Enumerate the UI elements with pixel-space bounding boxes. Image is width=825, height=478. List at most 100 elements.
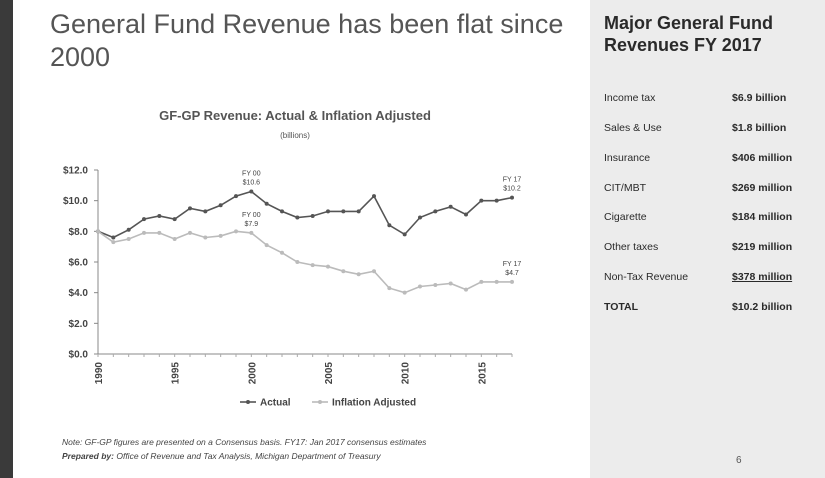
revenue-row: Income tax $6.9 billion (604, 92, 814, 110)
data-annotation: FY 00 (242, 212, 261, 219)
data-point (157, 214, 162, 218)
data-point (126, 227, 131, 232)
left-accent-bar (0, 0, 13, 478)
data-point (356, 272, 361, 277)
data-point (510, 279, 514, 284)
data-point (479, 279, 484, 284)
data-point (387, 286, 392, 291)
data-point (280, 209, 284, 214)
revenue-value: $269 million (732, 182, 793, 194)
data-annotation: FY 17 (503, 261, 522, 268)
revenue-value: $378 million (732, 271, 793, 283)
revenue-value: $219 million (732, 241, 793, 253)
data-point (494, 198, 499, 203)
revenue-label: Sales & Use (604, 122, 662, 134)
revenue-value: $184 million (732, 211, 793, 223)
data-point (172, 217, 177, 222)
data-point (402, 290, 407, 295)
y-tick-label: $8.0 (69, 227, 89, 238)
data-point (310, 214, 315, 218)
data-point (111, 240, 116, 245)
revenue-row: Cigarette $184 million (604, 211, 814, 229)
data-point (510, 195, 514, 200)
data-point (341, 209, 346, 214)
revenue-row: Sales & Use $1.8 billion (604, 122, 814, 140)
y-tick-label: $4.0 (69, 288, 89, 299)
revenue-row: Insurance $406 million (604, 152, 814, 170)
data-point (264, 201, 269, 206)
x-tick-label: 2000 (247, 362, 258, 385)
data-point (172, 237, 177, 241)
data-point (126, 237, 131, 241)
y-tick-label: $12.0 (63, 166, 88, 177)
data-point (295, 215, 300, 220)
series-line (97, 230, 512, 294)
revenue-row: CIT/MBT $269 million (604, 182, 814, 200)
data-point (372, 194, 376, 199)
data-point (418, 215, 422, 220)
page-number: 6 (736, 455, 742, 466)
data-point (203, 209, 208, 214)
data-annotation: $7.9 (245, 221, 259, 228)
slide-title: General Fund Revenue has been flat since… (50, 9, 564, 72)
data-point (326, 264, 330, 269)
data-point (494, 279, 499, 284)
y-tick-label: $10.0 (63, 196, 88, 207)
data-point (142, 230, 146, 235)
data-point (188, 230, 192, 235)
prepared-by-text: Office of Revenue and Tax Analysis, Mich… (116, 451, 381, 461)
y-tick-label: $6.0 (69, 258, 89, 269)
legend-label: Actual (260, 398, 291, 409)
x-tick-label: 1990 (94, 362, 105, 385)
panel-title: Major General Fund Revenues FY 2017 (604, 13, 774, 55)
data-point (433, 283, 438, 287)
data-point (96, 229, 100, 234)
data-point (418, 284, 422, 289)
data-point (203, 235, 208, 240)
data-point (372, 269, 376, 274)
data-point (464, 212, 468, 217)
data-point (448, 204, 453, 209)
revenue-row: Non-Tax Revenue $378 million (604, 271, 814, 289)
data-point (249, 189, 254, 194)
data-point (310, 263, 315, 268)
note-text: Note: GF-GP figures are presented on a C… (62, 437, 427, 447)
data-point (188, 206, 192, 211)
data-point (341, 269, 346, 274)
x-tick-label: 2015 (477, 362, 488, 385)
data-point (448, 281, 453, 286)
data-point (295, 260, 300, 264)
revenue-label: CIT/MBT (604, 182, 646, 194)
prepared-by-label: Prepared by: (62, 451, 114, 461)
x-tick-label: 2005 (324, 362, 335, 385)
data-point (218, 233, 223, 238)
data-point (356, 209, 361, 214)
data-point (218, 203, 223, 208)
revenue-label: Cigarette (604, 211, 647, 223)
data-annotation: $4.7 (505, 270, 519, 277)
revenue-label: Income tax (604, 92, 656, 104)
revenue-label: Non-Tax Revenue (604, 271, 689, 283)
series-line (97, 190, 513, 239)
chart-notes: Note: GF-GP figures are presented on a C… (62, 435, 426, 463)
data-point (234, 229, 238, 234)
data-annotation: FY 00 (242, 170, 261, 177)
data-point (249, 230, 254, 235)
data-point (111, 235, 116, 240)
legend-label: Inflation Adjusted (332, 398, 416, 409)
revenue-label: Other taxes (604, 241, 659, 253)
revenue-value: $1.8 billion (732, 122, 787, 134)
chart-subtitle: (billions) (280, 131, 310, 140)
data-point (479, 198, 484, 203)
data-point (142, 217, 146, 222)
data-point (157, 230, 162, 235)
x-tick-label: 1995 (171, 362, 182, 385)
revenue-label: Insurance (604, 152, 651, 164)
data-point (387, 223, 392, 228)
data-annotation: $10.6 (243, 179, 261, 186)
revenue-value: $406 million (732, 152, 793, 164)
revenue-panel: Major General Fund Revenues FY 2017 Inco… (590, 0, 825, 478)
data-annotation: FY 17 (503, 177, 522, 184)
revenue-total-row: TOTAL $10.2 billion (604, 301, 814, 319)
prepared-by-line: Prepared by: Office of Revenue and Tax A… (62, 449, 426, 463)
